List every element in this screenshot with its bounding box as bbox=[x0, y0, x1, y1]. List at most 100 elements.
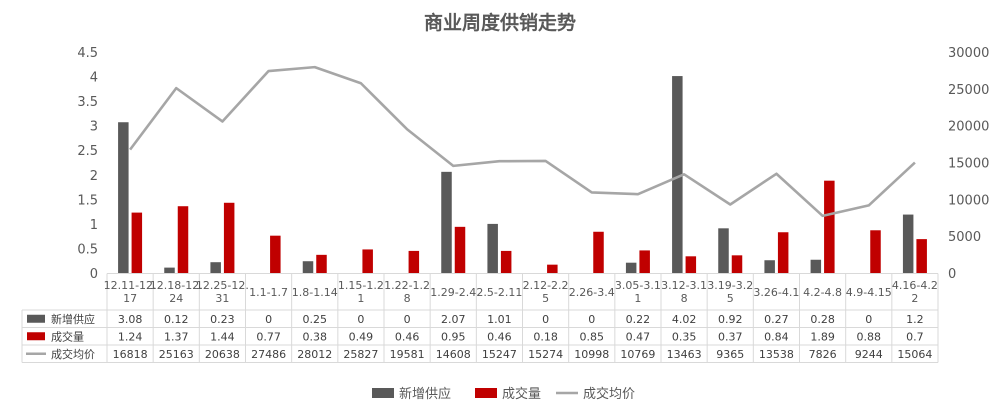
bar-volume bbox=[223, 202, 235, 274]
category-label: 1 bbox=[634, 292, 641, 305]
data-cell: 0 bbox=[404, 313, 411, 326]
bar-supply bbox=[487, 223, 498, 274]
bar-volume bbox=[547, 264, 558, 274]
left-tick-label: 1.5 bbox=[77, 193, 98, 208]
category-label: 1.22-1.2 bbox=[384, 279, 430, 292]
data-cell: 3.08 bbox=[118, 313, 143, 326]
legend: 新增供应 成交量 成交均价 bbox=[372, 386, 635, 402]
category-label: 5 bbox=[727, 292, 734, 305]
bar-supply bbox=[902, 214, 914, 274]
data-cell: 19581 bbox=[390, 348, 425, 361]
category-label: 3.19-3.2 bbox=[707, 279, 753, 292]
bar-volume bbox=[177, 206, 189, 274]
data-cell: 0.25 bbox=[303, 313, 328, 326]
left-tick-label: 1 bbox=[90, 218, 98, 233]
data-cell: 0.85 bbox=[580, 330, 605, 343]
category-label: 2.5-2.11 bbox=[476, 286, 522, 299]
legend-swatch bbox=[475, 388, 497, 398]
data-cell: 9244 bbox=[855, 348, 883, 361]
bar-volume bbox=[593, 231, 604, 274]
data-cell: 0 bbox=[542, 313, 549, 326]
data-cell: 1.01 bbox=[487, 313, 512, 326]
data-cell: 0 bbox=[357, 313, 364, 326]
category-label: 3.05-3.1 bbox=[615, 279, 661, 292]
category-label: 2.26-3.4 bbox=[569, 286, 615, 299]
bar-volume bbox=[500, 250, 512, 274]
bar-volume bbox=[824, 180, 835, 274]
bar-supply bbox=[718, 228, 729, 274]
bar-volume bbox=[639, 250, 650, 274]
data-cell: 13538 bbox=[759, 348, 794, 361]
bar-volume bbox=[777, 232, 789, 274]
data-cell: 27486 bbox=[251, 348, 286, 361]
bar-supply bbox=[210, 262, 221, 274]
data-cell: 10998 bbox=[574, 348, 609, 361]
data-cell: 15274 bbox=[528, 348, 563, 361]
category-label: 4.9-4.15 bbox=[846, 286, 892, 299]
data-cell: 0.88 bbox=[857, 330, 882, 343]
left-tick-label: 4 bbox=[90, 71, 98, 86]
data-cell: 0.18 bbox=[533, 330, 558, 343]
right-tick-label: 25000 bbox=[948, 83, 989, 98]
data-cell: 0.92 bbox=[718, 313, 743, 326]
data-cell: 25163 bbox=[159, 348, 194, 361]
left-tick-label: 2 bbox=[90, 169, 98, 184]
legend-label: 成交量 bbox=[502, 386, 541, 402]
category-label: 2.12-2.2 bbox=[523, 279, 569, 292]
row-label: 成交量 bbox=[51, 329, 84, 343]
bar-volume bbox=[362, 249, 373, 274]
left-tick-label: 4.5 bbox=[77, 46, 98, 61]
data-cell: 0.84 bbox=[764, 330, 789, 343]
bar-supply bbox=[672, 76, 683, 274]
bar-volume bbox=[916, 239, 927, 274]
bar-volume bbox=[870, 230, 881, 274]
category-label: 1.1-1.7 bbox=[249, 286, 288, 299]
data-cell: 0.46 bbox=[395, 330, 420, 343]
bar-supply bbox=[625, 262, 637, 274]
data-cell: 7826 bbox=[809, 348, 837, 361]
data-cell: 15247 bbox=[482, 348, 517, 361]
category-label: 12.11-12. bbox=[104, 279, 157, 292]
bar-supply bbox=[441, 171, 452, 274]
category-label: 1 bbox=[357, 292, 364, 305]
legend-label: 新增供应 bbox=[399, 386, 451, 402]
row-swatch bbox=[27, 314, 45, 323]
left-tick-label: 3 bbox=[90, 120, 98, 135]
left-tick-label: 3.5 bbox=[77, 95, 98, 110]
category-label: 31 bbox=[215, 292, 229, 305]
data-cell: 0.37 bbox=[718, 330, 743, 343]
data-cell: 0.95 bbox=[441, 330, 466, 343]
left-tick-label: 2.5 bbox=[77, 144, 98, 159]
bar-volume bbox=[316, 254, 327, 274]
data-cell: 4.02 bbox=[672, 313, 697, 326]
data-cell: 0.49 bbox=[349, 330, 374, 343]
data-cell: 1.2 bbox=[906, 313, 924, 326]
category-label: 3.12-3.1 bbox=[661, 279, 707, 292]
data-cell: 25827 bbox=[343, 348, 378, 361]
data-cell: 0.77 bbox=[256, 330, 281, 343]
right-tick-label: 0 bbox=[948, 267, 956, 282]
chart-title: 商业周度供销走势 bbox=[424, 11, 576, 34]
data-cell: 20638 bbox=[205, 348, 240, 361]
data-cell: 0 bbox=[265, 313, 272, 326]
data-cell: 14608 bbox=[436, 348, 471, 361]
category-label: 12.25-12. bbox=[196, 279, 249, 292]
data-cell: 1.89 bbox=[810, 330, 835, 343]
data-table: 12.11-12.17 12.18-12.24 12.25-12.31 1.1-1.7… bbox=[21, 273, 939, 363]
category-label: 12.18-12. bbox=[150, 279, 203, 292]
data-cell: 0.28 bbox=[810, 313, 835, 326]
bar-supply bbox=[764, 260, 775, 274]
right-axis: 0 5000 10000 15000 20000 25000 30000 bbox=[948, 46, 989, 282]
row-label: 成交均价 bbox=[51, 347, 95, 361]
data-cell: 0.22 bbox=[626, 313, 651, 326]
category-label: 3.26-4.1 bbox=[753, 286, 799, 299]
left-tick-label: 0.5 bbox=[77, 242, 98, 257]
data-cell: 1.24 bbox=[118, 330, 143, 343]
category-label: 8 bbox=[681, 292, 688, 305]
bar-volume bbox=[270, 235, 281, 274]
bar-supply bbox=[118, 122, 129, 274]
category-label: 4.16-4.2 bbox=[892, 279, 938, 292]
data-cell: 0 bbox=[865, 313, 872, 326]
data-cell: 0.47 bbox=[626, 330, 651, 343]
